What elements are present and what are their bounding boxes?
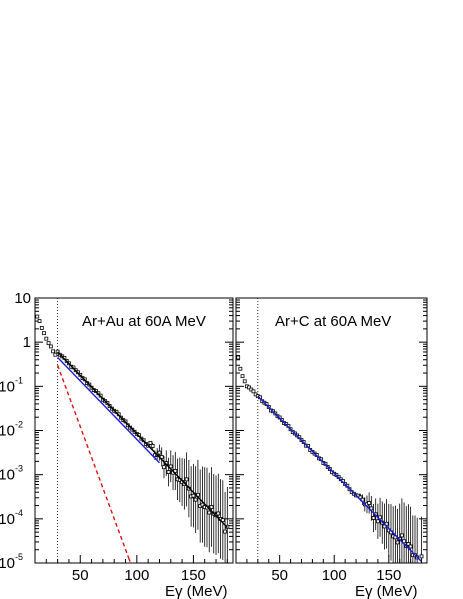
data-point xyxy=(238,366,243,371)
plot-frame xyxy=(235,297,428,564)
data-point xyxy=(371,516,376,520)
data-point xyxy=(173,469,178,473)
data-point xyxy=(157,450,162,455)
panel-ar-c: Ar+C at 60A MeV Eγ (MeV) 50 100 150 xyxy=(235,297,428,599)
fit-line xyxy=(257,395,423,563)
data-point xyxy=(216,511,221,516)
data-point xyxy=(207,510,212,515)
data-point xyxy=(402,539,406,544)
fit-line xyxy=(57,356,160,464)
x-axis-label: Eγ (MeV) xyxy=(165,583,228,599)
data-point xyxy=(408,544,413,549)
data-point xyxy=(51,349,56,354)
y-tick-label: 10-5 xyxy=(0,552,23,572)
data-point xyxy=(367,501,372,505)
data-point xyxy=(247,385,251,390)
data-point xyxy=(399,533,404,538)
data-point xyxy=(236,355,241,360)
fit-line xyxy=(57,351,228,528)
x-axis-label: Eγ (MeV) xyxy=(355,583,418,599)
data-point xyxy=(406,542,411,546)
data-point xyxy=(150,444,155,448)
data-point xyxy=(240,374,245,379)
data-point xyxy=(35,314,40,319)
data-point xyxy=(200,502,205,507)
x-tick-label: 150 xyxy=(181,567,206,584)
data-point xyxy=(193,497,198,502)
panel-ar-au: Ar+Au at 60A MeV Eγ (MeV) 50 100 150 10-5 10… xyxy=(0,290,234,599)
y-tick-label: 1 xyxy=(23,334,31,351)
y-tick-label: 10-1 xyxy=(0,375,23,395)
data-point xyxy=(148,440,153,445)
data-point xyxy=(168,464,173,469)
data-point xyxy=(191,493,196,498)
y-tick-label: 10-3 xyxy=(0,464,23,484)
data-point xyxy=(251,389,256,394)
fit-line xyxy=(56,365,129,556)
x-tick-label: 50 xyxy=(72,567,89,584)
data-point xyxy=(37,319,42,323)
data-point xyxy=(55,349,60,354)
fit-line xyxy=(127,555,131,562)
data-point xyxy=(46,341,51,346)
data-point xyxy=(166,470,171,475)
data-point xyxy=(223,529,227,534)
data-point xyxy=(209,505,214,509)
data-point xyxy=(375,519,380,524)
data-point xyxy=(53,352,58,357)
x-tick-label: 100 xyxy=(124,567,149,584)
data-point xyxy=(44,336,49,341)
data-point xyxy=(242,379,247,384)
data-point xyxy=(419,554,424,559)
data-point xyxy=(220,518,225,523)
data-point xyxy=(39,326,44,330)
data-point xyxy=(395,540,400,545)
marks-layer: 50 100 150 xyxy=(236,298,427,584)
x-tick-label: 150 xyxy=(376,567,401,584)
data-point xyxy=(159,455,164,459)
panel-title: Ar+C at 60A MeV xyxy=(275,313,391,330)
x-tick-label: 100 xyxy=(322,567,347,584)
y-tick-label: 10-2 xyxy=(0,420,23,440)
data-point xyxy=(184,477,189,482)
panel-title: Ar+Au at 60A MeV xyxy=(82,313,206,330)
x-tick-label: 50 xyxy=(271,567,288,584)
data-point xyxy=(42,331,46,336)
y-tick-label: 10-4 xyxy=(0,508,23,528)
data-point xyxy=(48,344,53,349)
data-point xyxy=(162,465,166,470)
y-tick-label: 10 xyxy=(14,290,31,307)
marks-layer: 50 100 150 10-5 10-4 10-3 10-2 10-1 1 10 xyxy=(0,290,233,584)
